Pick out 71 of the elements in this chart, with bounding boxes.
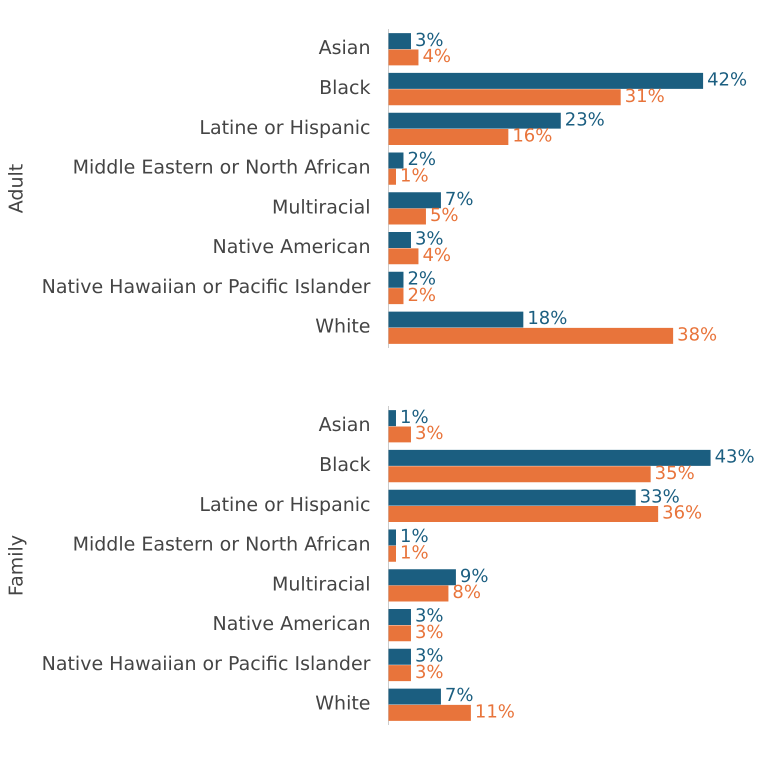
bar (388, 569, 456, 586)
bar (388, 609, 411, 625)
y-tick-label: Black (319, 77, 370, 99)
data-label: 3% (414, 662, 444, 683)
data-label: 43% (714, 446, 755, 468)
data-label: 23% (564, 109, 605, 130)
bar (388, 312, 524, 328)
y-tick-label: Native American (212, 613, 370, 636)
y-tick-label: Middle Eastern or North African (72, 156, 370, 179)
bar (388, 112, 561, 129)
bar (388, 272, 404, 288)
y-axis-title: Adult (5, 164, 28, 214)
bar (388, 288, 404, 304)
y-tick-label: Native Hawaiian or Pacific Islander (42, 276, 371, 298)
bar (388, 665, 411, 682)
bar (388, 466, 651, 482)
bar (388, 72, 704, 89)
y-tick-label: Native American (212, 236, 370, 258)
bar (388, 328, 674, 344)
y-tick-label: Black (319, 454, 370, 476)
y-tick-label: Latine or Hispanic (199, 494, 370, 516)
bar (388, 648, 411, 665)
bar (388, 586, 448, 602)
bar (388, 490, 636, 506)
y-tick-label: Asian (318, 37, 370, 60)
data-label: 31% (624, 86, 665, 107)
data-label: 36% (662, 502, 702, 524)
bar (388, 688, 441, 705)
data-label: 8% (452, 582, 481, 604)
bar (388, 49, 418, 66)
bar (388, 33, 411, 50)
data-label: 4% (422, 46, 452, 68)
data-label: 5% (430, 205, 459, 226)
bar (388, 168, 396, 185)
y-tick-label: Latine or Hispanic (199, 116, 370, 139)
y-tick-label: Multiracial (272, 196, 370, 218)
bar (388, 704, 471, 721)
bar (388, 426, 411, 442)
bar (388, 450, 711, 466)
bar (388, 506, 658, 522)
data-label: 1% (400, 165, 429, 186)
bar (388, 208, 426, 225)
bar (388, 192, 441, 208)
data-label: 3% (414, 622, 444, 643)
y-tick-label: Asian (318, 414, 370, 436)
bar (388, 248, 418, 264)
data-label: 7% (444, 685, 474, 706)
bar (388, 410, 396, 426)
y-tick-label: White (315, 692, 370, 715)
data-label: 11% (474, 702, 515, 723)
y-tick-label: Middle Eastern or North African (72, 534, 370, 556)
data-label: 35% (654, 462, 695, 484)
bar (388, 625, 411, 642)
data-label: 38% (677, 324, 718, 346)
bar (388, 232, 411, 248)
bar (388, 129, 508, 145)
data-label: 42% (707, 70, 748, 91)
bar (388, 546, 396, 562)
bar (388, 529, 396, 546)
data-label: 3% (414, 423, 444, 444)
data-label: 18% (527, 308, 568, 330)
y-tick-label: White (315, 316, 370, 338)
data-label: 1% (400, 542, 429, 564)
data-label: 4% (422, 244, 452, 266)
data-label: 16% (512, 126, 552, 147)
data-label: 2% (407, 284, 436, 306)
y-tick-label: Multiracial (272, 573, 370, 596)
y-axis-title: Family (5, 534, 28, 596)
bar (388, 89, 621, 106)
y-tick-label: Native Hawaiian or Pacific Islander (42, 652, 371, 675)
bar (388, 152, 404, 168)
